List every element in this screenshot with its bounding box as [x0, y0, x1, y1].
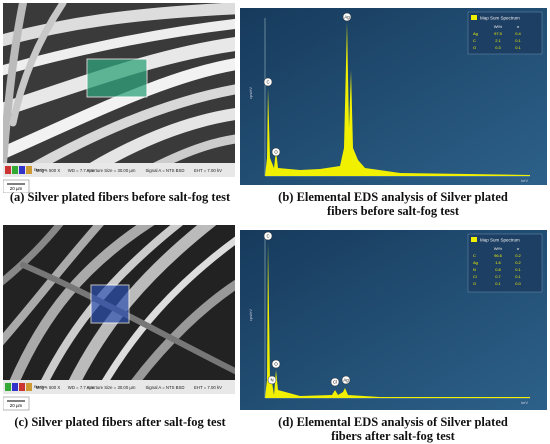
table-header: Wt% — [494, 246, 503, 251]
table-header: Wt% — [494, 24, 503, 29]
table-cell: 0.1 — [515, 45, 521, 50]
table-cell: 0.1 — [515, 38, 521, 43]
sem-info: EHT = 7.00 kV — [194, 168, 222, 173]
x-axis-label: keV — [521, 400, 528, 405]
peak-label: C — [266, 234, 269, 239]
caption: (c) Silver plated fibers after salt-fog … — [14, 415, 226, 429]
table-cell: O — [473, 45, 476, 50]
table-cell: C — [473, 253, 476, 258]
table-cell: 0.8 — [495, 267, 501, 272]
peak-marker — [330, 377, 340, 387]
peak-marker — [271, 359, 281, 369]
table-cell: O — [473, 281, 476, 286]
table-cell: Ag — [473, 260, 478, 265]
table-cell: 96.6 — [494, 253, 503, 258]
table-cell: Cl — [473, 274, 477, 279]
eds-spectrum-b: Map Sum Spectrum cps/eV keV Wt% σ Ag 97.5 0.4 C 2… — [240, 8, 547, 185]
legend-label: Map Sum Spectrum — [480, 238, 520, 243]
table-cell: 0.1 — [515, 274, 521, 279]
peak-label: Ag — [343, 378, 349, 383]
table-cell: 0.2 — [515, 260, 521, 265]
peak-marker — [341, 375, 351, 385]
peak-label: Cl — [333, 380, 337, 385]
peak-label: O — [274, 362, 278, 367]
peak-label: O — [274, 150, 278, 155]
table-header: σ — [517, 24, 520, 29]
peak-marker — [271, 147, 281, 157]
caption: (a) Silver plated fibers before salt-fog… — [9, 190, 231, 204]
table-cell: C — [473, 38, 476, 43]
sem-info: Signal A = NTS BSD — [145, 385, 184, 390]
table-cell: 0.2 — [515, 253, 521, 258]
peak-label: N — [270, 378, 273, 383]
peak-marker — [263, 231, 273, 241]
peak-label: Ag — [344, 15, 350, 20]
y-axis-label: cps/eV — [248, 309, 253, 322]
eds-spectrum-d: Map Sum Spectrum cps/eV keV Wt% σ C 96.6 0.2 Ag 1… — [240, 230, 547, 410]
sem-info: WD = 7.7 mm — [68, 385, 95, 390]
sem-info: Mag = 500 X — [36, 168, 61, 173]
table-cell: 2.1 — [495, 38, 501, 43]
legend-label: Map Sum Spectrum — [480, 16, 520, 21]
table-cell: 0.7 — [495, 274, 501, 279]
table-cell: 97.5 — [494, 31, 503, 36]
x-axis-label: keV — [521, 178, 528, 183]
table-cell: 1.6 — [495, 260, 501, 265]
sem-info: Aperture Size = 30.00 µm — [87, 168, 136, 173]
sem-info: WD = 7.7 mm — [68, 168, 95, 173]
table-cell: 0.0 — [515, 281, 521, 286]
peak-label: C — [266, 80, 269, 85]
table-cell: 0.1 — [495, 281, 501, 286]
table-cell: 0.4 — [515, 31, 521, 36]
table-header: σ — [517, 246, 520, 251]
sem-info: Signal A = NTS BSD — [145, 168, 184, 173]
sem-info: Mag = 500 X — [36, 385, 61, 390]
table-cell: N — [473, 267, 476, 272]
sem-tag: Electron — [34, 168, 47, 172]
scale-label: 20 µm — [10, 186, 23, 191]
peak-marker — [267, 375, 277, 385]
sem-tag: Electron — [34, 385, 47, 389]
table-cell: 0.1 — [515, 267, 521, 272]
sem-info: EHT = 7.00 kV — [194, 385, 222, 390]
y-axis-label: cps/eV — [248, 87, 253, 100]
peak-marker — [263, 77, 273, 87]
table-cell: 0.3 — [495, 45, 501, 50]
scale-label: 20 µm — [10, 403, 23, 408]
table-cell: Ag — [473, 31, 478, 36]
caption: (b) Elemental EDS analysis of Silver pla… — [278, 190, 508, 218]
caption: (d) Elemental EDS analysis of Silver pla… — [278, 415, 508, 443]
sem-info: Aperture Size = 30.00 µm — [87, 385, 136, 390]
peak-marker — [342, 12, 352, 22]
